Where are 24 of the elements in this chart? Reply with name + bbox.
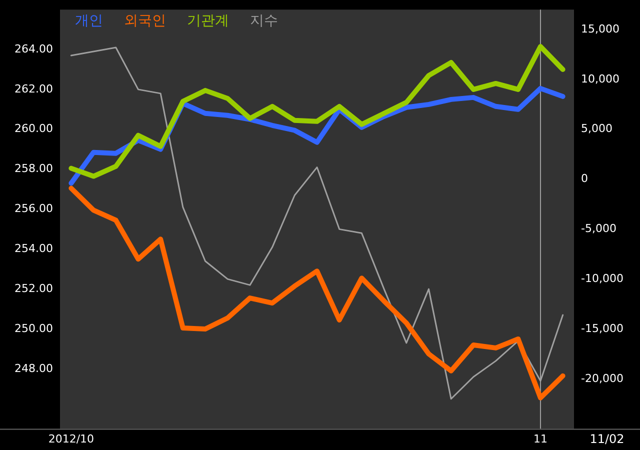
y-tick-label: 264.00 xyxy=(14,42,53,56)
y2-tick-label: -15,000 xyxy=(581,322,624,335)
y-tick-label: 252.00 xyxy=(14,282,53,295)
text: 11/02 xyxy=(590,432,624,446)
y2-tick-label: 5,000 xyxy=(581,122,612,136)
y-tick-label: 248.00 xyxy=(14,362,53,375)
y2-tick-label: 0 xyxy=(581,172,588,186)
text: 개인 xyxy=(75,13,103,30)
y-tick-label: 254.00 xyxy=(14,242,53,255)
text: 외국인 xyxy=(124,13,166,30)
y2-tick-label: -10,000 xyxy=(581,272,624,285)
y-tick-label: 260.00 xyxy=(14,122,53,136)
y-tick-label: 262.00 xyxy=(14,82,53,96)
y-tick-label: 258.00 xyxy=(14,162,53,176)
text: 지수 xyxy=(250,13,278,30)
text: 기관계 xyxy=(187,13,229,30)
y2-tick-label: -5,000 xyxy=(581,222,616,236)
x-tick-label: 11 xyxy=(533,432,548,446)
y2-tick-label: 10,000 xyxy=(581,72,620,86)
x-tick-label: 2012/10 xyxy=(48,432,94,446)
y-tick-label: 250.00 xyxy=(14,322,53,335)
y2-tick-label: 15,000 xyxy=(581,22,620,36)
y-tick-label: 256.00 xyxy=(14,202,53,216)
y2-tick-label: -20,000 xyxy=(581,372,624,385)
